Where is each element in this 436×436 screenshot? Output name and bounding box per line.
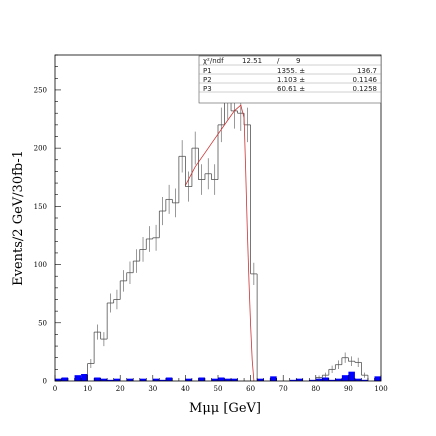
fit-curve [185,104,255,382]
background-bar [289,379,297,381]
y-tick-label: 250 [34,86,47,94]
stats-param-error: 136.7 [357,67,377,75]
stats-param-value: 1.103 ± [277,76,305,84]
background-bar [361,379,368,381]
x-tick-label: 90 [344,385,353,393]
background-bar [198,377,205,381]
stats-box: χ²/ndf 12.51 / 9 P1 1355. ± 136.7 P2 1.103 ± 0.11… [198,55,382,104]
background-bar [165,377,173,381]
x-tick-label: 10 [83,385,92,393]
stats-param-name: P3 [203,85,212,93]
background-bar [55,378,62,381]
stats-header-text: 12.51 [242,57,262,65]
x-axis-label: Mμμ [GeV] [189,401,261,416]
x-tick-label: 30 [148,385,157,393]
stats-box-frame [198,55,382,104]
x-tick-label: 0 [53,385,57,393]
background-bar [159,379,166,381]
background-bar [335,378,342,381]
stats-param-value: 1355. ± [277,67,305,75]
stats-param-name: P2 [203,76,212,84]
background-bar [231,378,238,381]
background-bar [126,378,134,381]
x-tick-label: 50 [214,385,223,393]
y-tick-label: 100 [34,261,47,269]
background-bar [341,375,349,381]
stats-param-value: 60.61 ± [277,85,305,93]
background-bar [139,378,147,381]
stats-header-text: χ²/ndf [203,57,224,65]
background-bar [113,378,121,381]
stats-header-text: 9 [296,57,300,65]
x-tick-label: 60 [246,385,255,393]
stats-param-error: 0.1258 [353,85,378,93]
stats-param-name: P1 [203,67,212,75]
plot-area [55,83,381,382]
background-bar [322,377,329,381]
y-tick-label: 0 [43,378,47,386]
x-tick-label: 100 [374,385,387,393]
background-bar [224,378,232,381]
y-tick-label: 200 [34,145,47,153]
x-tick-label: 40 [181,385,190,393]
background-bar [74,375,82,381]
background-bar [348,371,355,381]
background-bar [107,379,114,381]
background-bar [100,378,108,381]
background-bar [61,377,69,381]
background-bar [309,379,316,381]
y-tick-label: 50 [38,319,47,327]
x-tick-label: 20 [116,385,125,393]
background-bar [296,378,303,381]
background-bar [152,378,160,381]
y-axis-label: Events/2 GeV/30fb-1 [11,150,26,286]
background-bar [211,378,218,381]
background-bar [94,377,101,381]
stats-header-text: / [277,57,280,65]
background-bar [328,379,336,381]
background-bar [185,378,192,381]
background-bar [354,378,362,381]
background-bar [315,378,323,381]
stats-param-error: 0.1146 [353,76,378,84]
background-bar [257,378,264,381]
background-bar [374,376,381,381]
axes: 0 10 20 30 40 50 60 70 80 90 100 0 50 100 150 200 250 [34,54,388,393]
x-tick-label: 70 [279,385,288,393]
background-bar [81,374,88,381]
x-tick-label: 80 [311,385,320,393]
background-bar [270,376,277,381]
y-tick-label: 150 [34,203,47,211]
background-bar [218,377,225,381]
